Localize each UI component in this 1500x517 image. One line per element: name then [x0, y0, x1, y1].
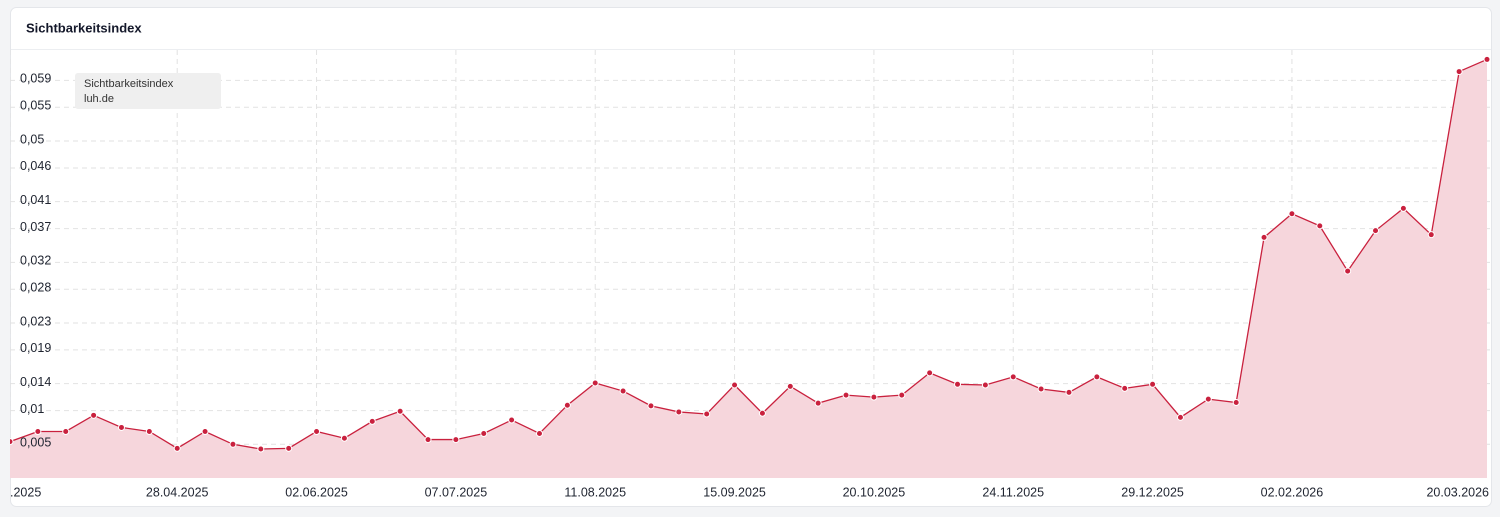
point — [1149, 380, 1157, 388]
x-tick-label: 17.03.2025 — [0, 485, 41, 499]
legend-entry: luh.de — [84, 93, 114, 105]
point — [535, 430, 543, 438]
point — [1065, 388, 1073, 396]
point — [786, 382, 794, 390]
point — [591, 379, 599, 387]
point — [1288, 210, 1296, 218]
point — [1121, 384, 1129, 392]
point — [1427, 231, 1435, 239]
y-tick-label: 0,023 — [20, 314, 51, 328]
x-tick-label: 29.12.2025 — [1121, 485, 1184, 499]
point — [257, 445, 265, 453]
point — [117, 423, 125, 431]
x-tick-label: 24.11.2025 — [982, 485, 1044, 499]
y-tick-label: 0,028 — [20, 281, 51, 295]
point — [1344, 267, 1352, 275]
point — [814, 399, 822, 407]
point — [1176, 413, 1184, 421]
point — [926, 369, 934, 377]
point — [90, 411, 98, 419]
point — [145, 427, 153, 435]
point — [1009, 373, 1017, 381]
point — [452, 436, 460, 444]
x-tick-label: 02.06.2025 — [285, 485, 348, 499]
point — [1093, 373, 1101, 381]
point — [1260, 233, 1268, 241]
legend-box — [75, 73, 221, 109]
point — [1204, 395, 1212, 403]
point — [870, 393, 878, 401]
x-tick-label: 15.09.2025 — [703, 485, 766, 499]
point — [396, 407, 404, 415]
point — [1372, 227, 1380, 235]
x-tick-label: 07.07.2025 — [425, 485, 488, 499]
point — [229, 440, 237, 448]
y-tick-label: 0,005 — [20, 436, 51, 450]
line — [10, 58, 1488, 450]
point — [508, 416, 516, 424]
y-tick-label: 0,019 — [20, 341, 51, 355]
point — [619, 387, 627, 395]
point — [731, 381, 739, 389]
x-tick-label: 02.02.2026 — [1261, 485, 1324, 499]
chart-title: Sichtbarkeitsindex — [26, 20, 142, 35]
point — [842, 391, 850, 399]
point — [898, 391, 906, 399]
y-tick-label: 0,046 — [20, 159, 51, 173]
point — [10, 438, 14, 446]
point — [1399, 204, 1407, 212]
point — [34, 427, 42, 435]
point — [368, 417, 376, 425]
point — [1232, 399, 1240, 407]
point — [981, 381, 989, 389]
point — [563, 401, 571, 409]
y-tick-label: 0,041 — [20, 193, 51, 207]
point — [954, 380, 962, 388]
y-tick-label: 0,055 — [20, 99, 51, 113]
y-tick-label: 0,032 — [20, 254, 51, 268]
y-tick-label: 0,059 — [20, 72, 51, 86]
point — [1455, 68, 1463, 76]
point — [340, 434, 348, 442]
point — [313, 427, 321, 435]
area — [10, 59, 1487, 478]
x-tick-label: 20.03.2026 — [1426, 485, 1489, 499]
point — [1316, 222, 1324, 230]
point — [1037, 385, 1045, 393]
point — [480, 430, 488, 438]
point — [62, 427, 70, 435]
point — [173, 444, 181, 452]
y-tick-label: 0,014 — [20, 375, 51, 389]
point — [285, 444, 293, 452]
x-tick-label: 20.10.2025 — [843, 485, 906, 499]
y-tick-label: 0,01 — [20, 402, 44, 416]
legend-title: Sichtbarkeitsindex — [84, 78, 174, 90]
point — [675, 408, 683, 416]
x-tick-label: 28.04.2025 — [146, 485, 209, 499]
x-tick-label: 11.08.2025 — [564, 485, 626, 499]
point — [201, 427, 209, 435]
y-tick-label: 0,037 — [20, 220, 51, 234]
y-tick-label: 0,05 — [20, 132, 44, 146]
point — [424, 436, 432, 444]
point — [1483, 55, 1490, 63]
point — [703, 410, 711, 418]
point — [758, 409, 766, 417]
point — [647, 402, 655, 410]
